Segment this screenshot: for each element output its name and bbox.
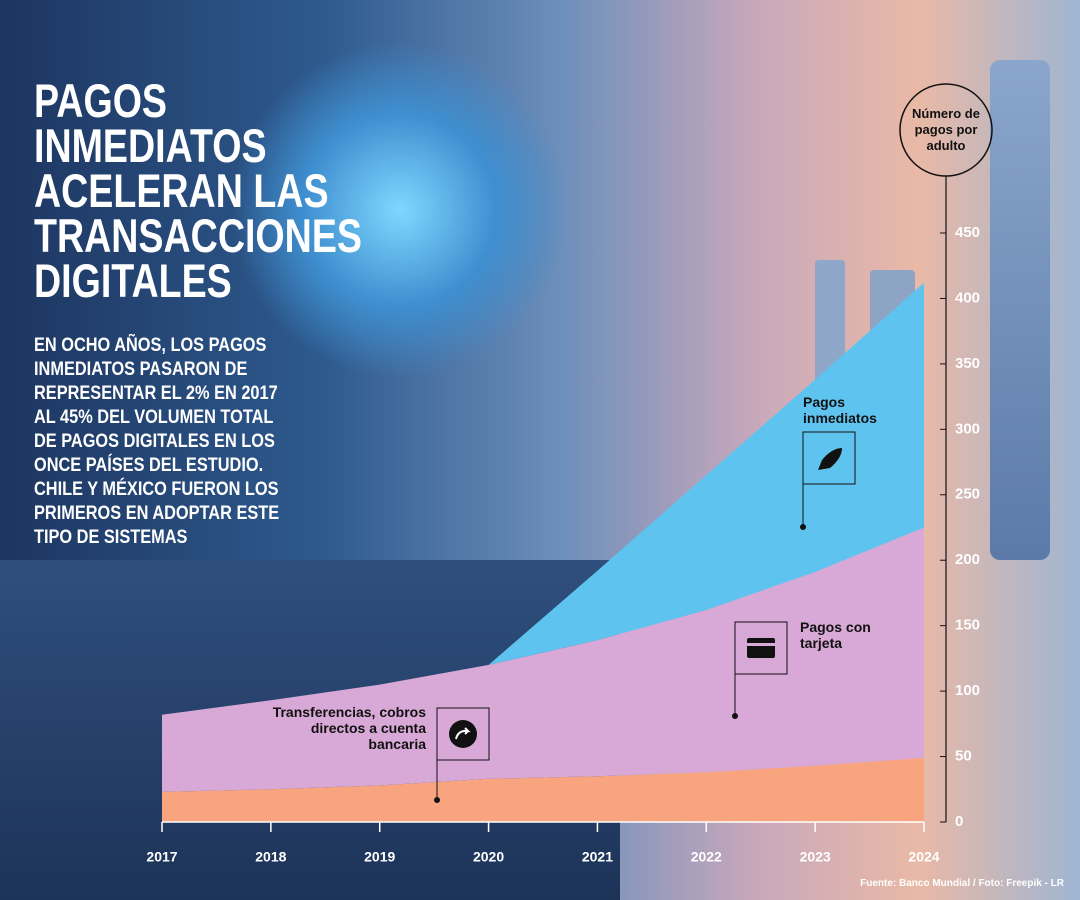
y-tick-label: 250 — [955, 486, 980, 503]
background-tower — [990, 60, 1050, 560]
y-tick-label: 350 — [955, 355, 980, 372]
icon-transfer — [434, 707, 490, 803]
area — [162, 527, 924, 792]
icon-card — [732, 621, 788, 719]
y-tick-label: 300 — [955, 420, 980, 437]
area — [162, 757, 924, 822]
x-tick-label: 2021 — [582, 849, 613, 865]
x-tick-label: 2024 — [908, 849, 939, 865]
background-glow — [230, 40, 570, 380]
x-tick-label: 2020 — [473, 849, 504, 865]
series-label: Transferencias, cobros directos a cuenta… — [272, 704, 426, 752]
source: Fuente: Banco Mundial / Foto: Freepik - … — [860, 878, 1064, 889]
y-tick-label: 150 — [955, 617, 980, 634]
x-tick-label: 2018 — [255, 849, 286, 865]
y-tick-label: 0 — [955, 813, 963, 830]
series-label: Pagos con tarjeta — [800, 619, 871, 651]
y-axis-label: Número de pagos por adulto — [912, 106, 980, 153]
y-tick-label: 450 — [955, 224, 980, 241]
y-tick-label: 100 — [955, 682, 980, 699]
x-tick-label: 2019 — [364, 849, 395, 865]
title: PAGOS INMEDIATOS ACELERAN LAS TRANSACCIO… — [34, 74, 362, 307]
icon-rocket — [800, 431, 856, 530]
series-label: Pagos inmediatos — [803, 394, 877, 426]
x-tick-label: 2017 — [146, 849, 177, 865]
subtitle: EN OCHO AÑOS, LOS PAGOS INMEDIATOS PASAR… — [34, 335, 280, 548]
y-tick-label: 400 — [955, 289, 980, 306]
x-tick-label: 2023 — [800, 849, 831, 865]
x-tick-label: 2022 — [691, 849, 722, 865]
y-tick-label: 200 — [955, 551, 980, 568]
area — [488, 282, 924, 665]
y-tick-label: 50 — [955, 748, 972, 765]
